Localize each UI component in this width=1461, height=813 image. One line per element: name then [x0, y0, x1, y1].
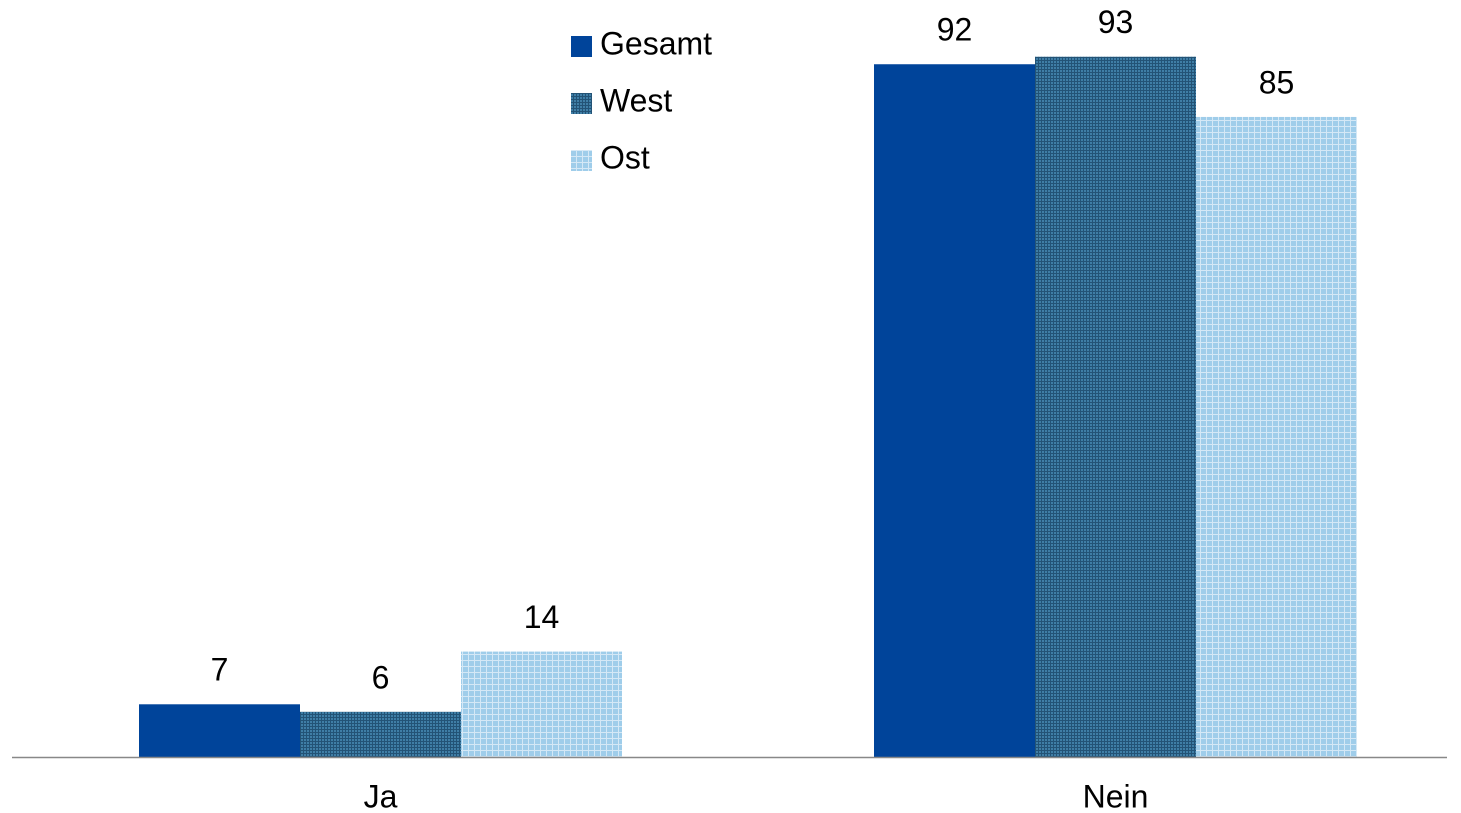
bar — [300, 711, 461, 757]
bar — [1196, 116, 1357, 757]
bar — [874, 64, 1035, 758]
data-label: 7 — [211, 652, 229, 688]
data-label: 85 — [1259, 64, 1295, 100]
legend-swatch — [571, 93, 592, 114]
legend-label: Gesamt — [600, 25, 712, 61]
legend-label: Ost — [600, 139, 650, 175]
data-label: 14 — [524, 599, 560, 635]
x-tick-label: Nein — [1083, 778, 1149, 813]
data-label: 6 — [372, 659, 390, 695]
bar — [139, 704, 300, 757]
bar — [1035, 56, 1196, 757]
legend-swatch — [571, 150, 592, 171]
bar — [461, 651, 622, 757]
legend-label: West — [600, 82, 672, 118]
data-label: 93 — [1098, 4, 1134, 40]
x-tick-label: Ja — [364, 778, 398, 813]
data-label: 92 — [937, 12, 973, 48]
legend-swatch — [571, 36, 592, 57]
